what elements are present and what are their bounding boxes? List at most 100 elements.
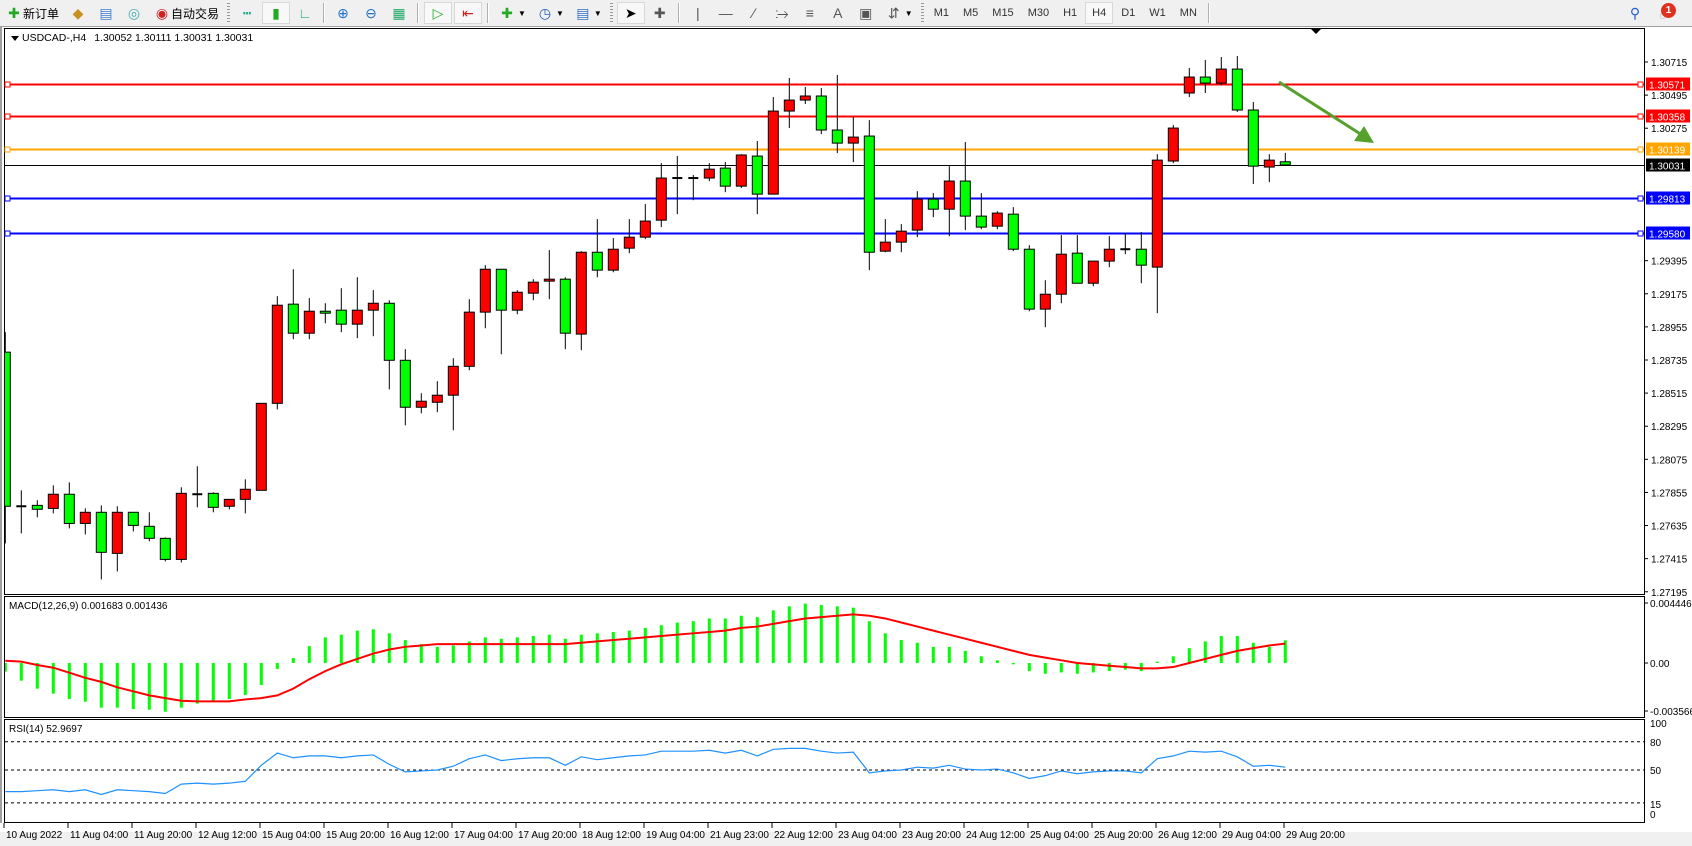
- dropdown-arrow-icon: ▼: [593, 8, 602, 18]
- macd-histogram-bar: [499, 638, 503, 663]
- price-level-label: 1.30031: [1649, 162, 1686, 173]
- candle-body-bull: [703, 168, 715, 179]
- rsi-panel[interactable]: [4, 719, 1645, 823]
- cursor-button[interactable]: ➤: [616, 2, 645, 24]
- new-order-button[interactable]: ✚ 新订单: [1, 2, 63, 24]
- candle-body-bear: [959, 180, 971, 217]
- new-chart-button[interactable]: ✚ ▼: [494, 2, 530, 24]
- timeframe-mn[interactable]: MN: [1179, 7, 1197, 19]
- candle: [1071, 235, 1083, 284]
- toolbar-grip[interactable]: [227, 3, 231, 23]
- macd-histogram-bar: [803, 603, 807, 663]
- candle-body-bull: [575, 251, 587, 335]
- candle-body-bear: [1247, 109, 1259, 167]
- toolbar-grip[interactable]: [609, 3, 613, 23]
- timeframe-m15[interactable]: M15: [992, 7, 1014, 19]
- gold-bars-button[interactable]: ◆: [65, 2, 91, 24]
- auto-trading-button[interactable]: ◉ 自动交易: [149, 2, 223, 24]
- candle-body-bull: [991, 212, 1003, 227]
- candle-body-bear: [383, 302, 395, 361]
- time-tick-label: 11 Aug 04:00: [70, 830, 129, 841]
- rsi-axis-80: 80: [1650, 738, 1662, 749]
- macd-histogram-bar: [771, 610, 775, 663]
- search-icon[interactable]: ⚲: [1629, 5, 1641, 21]
- equidistant-channel-button[interactable]: ⧴: [769, 2, 795, 24]
- periods-button[interactable]: ◷ ▼: [532, 2, 568, 24]
- market-watch-button[interactable]: ▤: [93, 2, 119, 24]
- candles: [5, 55, 1291, 580]
- auto-scroll-button[interactable]: ▷: [424, 2, 453, 24]
- candle-body-bull: [783, 99, 795, 112]
- candle: [495, 268, 507, 355]
- time-tick-label: 23 Aug 04:00: [838, 830, 897, 841]
- chart-window[interactable]: 1.30571 1.30358 1.30139 1.30031 1.29813 1.295…: [0, 27, 1692, 846]
- tile-windows-button[interactable]: ▦: [386, 2, 412, 24]
- horizontal-line-button[interactable]: —: [713, 2, 739, 24]
- candle: [143, 512, 155, 542]
- zoom-in-button[interactable]: ⊕: [330, 2, 356, 24]
- trendline-button[interactable]: ∕: [741, 2, 767, 24]
- templates-button[interactable]: ▤ ▼: [570, 2, 606, 24]
- zoom-out-button[interactable]: ⊖: [358, 2, 384, 24]
- chart-shift-marker-icon[interactable]: [1311, 29, 1321, 34]
- candle: [431, 381, 443, 413]
- time-tick-label: 25 Aug 04:00: [1030, 830, 1089, 841]
- level-handle-right: [1637, 195, 1644, 202]
- rsi-line: [5, 747, 1286, 796]
- candle: [175, 487, 187, 563]
- timeframe-m30[interactable]: M30: [1027, 7, 1050, 19]
- trend-arrow-line[interactable]: [1278, 80, 1363, 137]
- bottom-strip: [0, 832, 1692, 846]
- crosshair-button[interactable]: ✚: [647, 2, 673, 24]
- macd-histogram-bar: [83, 663, 87, 702]
- candle-body-bear: [1231, 68, 1243, 111]
- candle: [127, 511, 139, 532]
- candle: [1279, 152, 1291, 166]
- arrows-button[interactable]: ⇵ ▼: [881, 2, 917, 24]
- time-tick-label: 17 Aug 04:00: [454, 830, 513, 841]
- candle: [287, 269, 299, 340]
- candle: [351, 277, 363, 339]
- bar-chart-button[interactable]: ┅: [234, 2, 260, 24]
- candle: [639, 204, 651, 240]
- text-label-button[interactable]: ▣: [853, 2, 879, 24]
- candle: [79, 508, 91, 535]
- candle: [799, 86, 811, 104]
- trend-arrow[interactable]: [1278, 80, 1374, 143]
- candle: [607, 238, 619, 273]
- macd-histogram-bar: [387, 633, 391, 663]
- price-tick-label: 1.28955: [1651, 323, 1688, 334]
- timeframe-m5[interactable]: M5: [963, 7, 979, 19]
- market-watch-icon: ▤: [99, 5, 113, 21]
- vertical-line-button[interactable]: |: [685, 2, 711, 24]
- dropdown-arrow-icon: ▼: [904, 8, 913, 18]
- chart-shift-button[interactable]: ⇤: [454, 2, 483, 24]
- dropdown-arrow-icon: ▼: [555, 8, 564, 18]
- toolbar-grip[interactable]: [920, 3, 924, 23]
- timeframe-h4[interactable]: H4: [1085, 2, 1114, 24]
- timeframe-d1[interactable]: D1: [1121, 7, 1136, 19]
- line-chart-button[interactable]: ∟: [292, 2, 318, 24]
- macd-histogram-bar: [915, 642, 919, 663]
- candle-body-bear: [1023, 248, 1035, 310]
- text-button[interactable]: A: [825, 2, 851, 24]
- candle-body-bear: [159, 537, 171, 560]
- candle-body-bear: [1071, 252, 1083, 284]
- notification-badge: 1: [1661, 3, 1676, 18]
- timeframe-m1[interactable]: M1: [933, 7, 949, 19]
- macd-axis-min: -0.003566: [1650, 707, 1692, 718]
- time-tick-label: 12 Aug 12:00: [198, 830, 257, 841]
- timeframe-w1[interactable]: W1: [1149, 7, 1166, 19]
- timeframe-h1[interactable]: H1: [1063, 7, 1078, 19]
- fibonacci-button[interactable]: ≡: [797, 2, 823, 24]
- macd-histogram-bar: [435, 646, 439, 663]
- time-tick-label: 24 Aug 12:00: [966, 830, 1025, 841]
- candle: [831, 74, 843, 154]
- separator: [323, 3, 326, 23]
- candle-body-bull: [479, 268, 491, 313]
- candlestick-button[interactable]: ▮: [262, 2, 291, 24]
- signals-button[interactable]: ◎: [121, 2, 147, 24]
- chat-button[interactable]: ○ 1: [1654, 1, 1680, 25]
- auto-trading-label: 自动交易: [171, 6, 220, 21]
- symbol-menu-icon[interactable]: [11, 36, 19, 41]
